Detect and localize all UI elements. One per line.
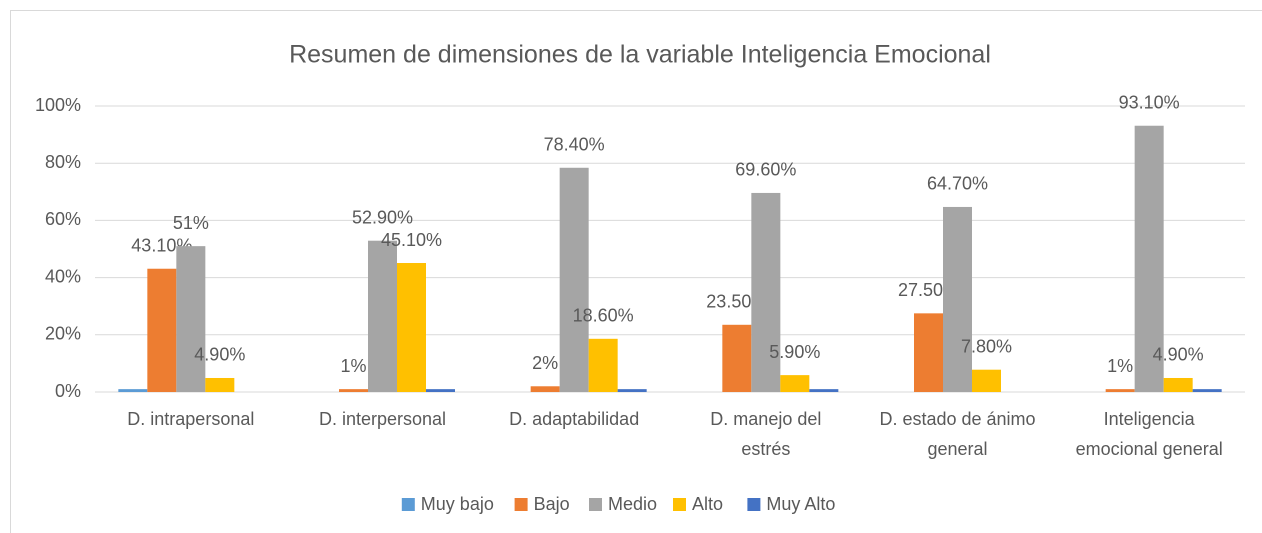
bar [176, 246, 206, 392]
bar [118, 389, 148, 392]
bar [397, 263, 426, 392]
chart-title: Resumen de dimensiones de la variable In… [289, 41, 991, 69]
data-label: 7.80% [961, 336, 1012, 356]
bar [1134, 125, 1164, 392]
legend-label: Bajo [534, 494, 570, 514]
y-tick-label: 100% [35, 95, 81, 115]
x-tick-line: estrés [741, 439, 790, 459]
data-label: 78.40% [544, 135, 605, 155]
y-tick-label: 20% [45, 324, 81, 344]
y-tick-label: 0% [55, 381, 81, 401]
legend-label: Muy bajo [421, 494, 494, 514]
data-label: 1% [1107, 356, 1133, 376]
x-tick-line: D. intrapersonal [127, 409, 254, 429]
bar [1163, 377, 1193, 392]
bar [426, 389, 455, 392]
bar [205, 377, 235, 392]
legend-label: Alto [692, 494, 723, 514]
bar [147, 268, 177, 392]
bar [530, 386, 560, 392]
x-tick-label: D. intrapersonal [127, 409, 254, 429]
legend-swatch [514, 498, 528, 511]
x-tick-line: emocional general [1076, 439, 1223, 459]
bar [809, 389, 839, 392]
legend-swatch [747, 498, 761, 511]
data-label: 93.10% [1119, 92, 1180, 112]
bar [972, 369, 1001, 392]
data-label: 1% [340, 356, 366, 376]
bar [943, 206, 972, 392]
data-label: 2% [532, 353, 558, 373]
legend-swatch [401, 498, 415, 511]
bar [368, 240, 397, 392]
bar [1192, 389, 1222, 392]
bar [617, 389, 647, 392]
x-tick-line: general [927, 439, 987, 459]
y-tick-label: 40% [45, 266, 81, 286]
data-label: 51% [173, 213, 209, 233]
bar [1105, 389, 1135, 392]
data-label: 45.10% [381, 230, 442, 250]
x-tick-label: D. interpersonal [319, 409, 446, 429]
x-tick-label: D. manejo del estrés [710, 409, 821, 459]
data-label: 5.90% [769, 342, 820, 362]
bar [780, 375, 810, 392]
y-tick-label: 80% [45, 152, 81, 172]
x-tick-line: D. manejo del [710, 409, 821, 429]
data-label: 69.60% [735, 160, 796, 180]
bar [559, 167, 589, 392]
legend-label: Muy Alto [766, 494, 835, 514]
data-label: 4.90% [194, 345, 245, 365]
bar [722, 324, 752, 392]
x-tick-line: D. interpersonal [319, 409, 446, 429]
data-label: 18.60% [573, 306, 634, 326]
data-label: 52.90% [352, 207, 413, 227]
x-tick-label: D. adaptabilidad [509, 409, 639, 429]
bar [588, 338, 618, 392]
legend-swatch [589, 498, 602, 511]
x-tick-label: Inteligencia emocional general [1076, 409, 1223, 459]
legend-label: Medio [608, 494, 657, 514]
data-label: 4.90% [1153, 345, 1204, 365]
y-tick-label: 60% [45, 209, 81, 229]
bar [339, 389, 368, 392]
x-tick-line: D. estado de ánimo [879, 409, 1035, 429]
bar [751, 192, 781, 392]
x-tick-line: D. adaptabilidad [509, 409, 639, 429]
legend-swatch [673, 498, 686, 511]
data-label: 64.70% [927, 174, 988, 194]
x-tick-line: Inteligencia [1104, 409, 1196, 429]
x-tick-label: D. estado de ánimo general [879, 409, 1035, 459]
bar [914, 313, 943, 392]
chart-border [10, 10, 1262, 533]
